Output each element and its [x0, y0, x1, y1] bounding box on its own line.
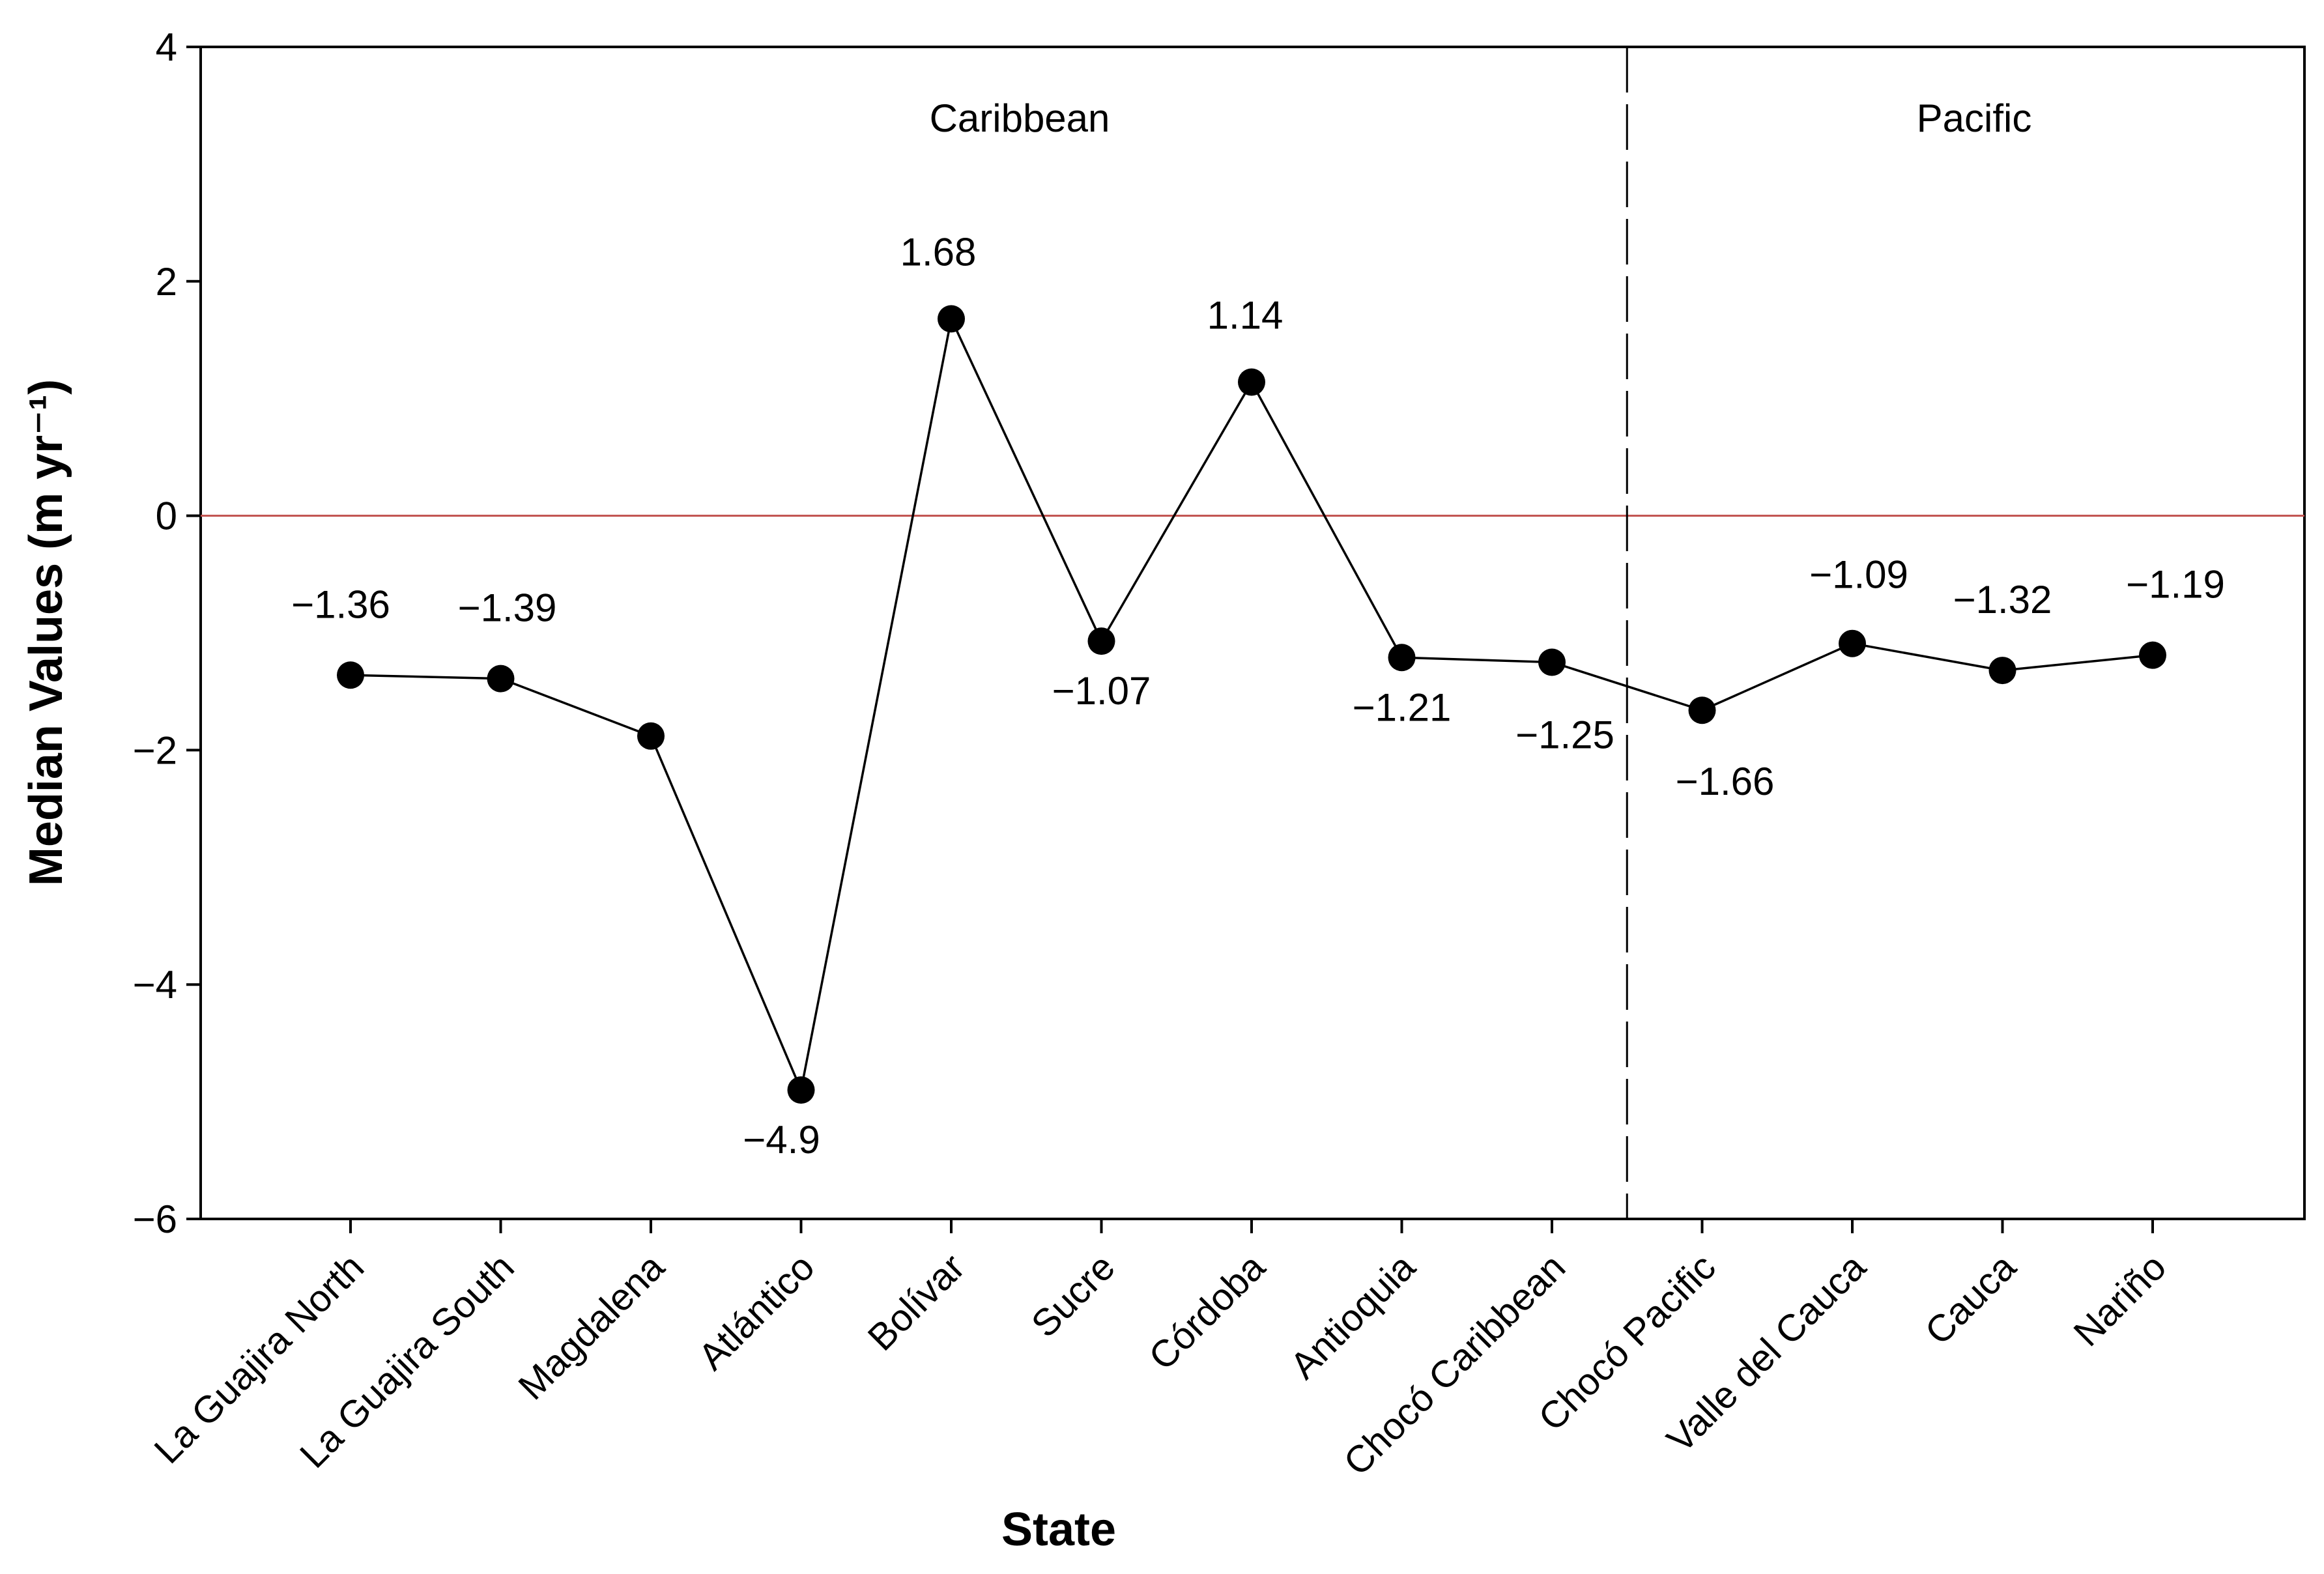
data-label: −1.09	[1809, 553, 1908, 597]
y-tick-label: 2	[156, 260, 177, 304]
data-point	[637, 722, 665, 750]
y-tick-label: −2	[133, 728, 177, 772]
data-point	[1538, 648, 1566, 676]
data-label: −1.19	[2126, 563, 2225, 607]
data-point	[1388, 644, 1416, 672]
series-line	[350, 315, 2153, 1095]
region-label-caribbean: Caribbean	[930, 96, 1110, 140]
y-axis-title: Median Values (m yr⁻¹)	[20, 379, 72, 886]
data-label: −1.07	[1052, 669, 1151, 713]
data-point	[1688, 696, 1716, 724]
x-tick-label: Magdalena	[510, 1246, 672, 1408]
y-tick-label: −4	[133, 963, 177, 1007]
x-tick-label: Cauca	[1917, 1246, 2024, 1353]
data-point	[1238, 368, 1265, 396]
data-point	[1087, 627, 1115, 655]
y-axis: −6 −4 −2 0 2 4	[133, 25, 201, 1241]
data-label: −1.32	[1953, 578, 2052, 622]
region-labels: Caribbean Pacific	[930, 96, 2032, 140]
x-tick-label: Antioquia	[1282, 1246, 1424, 1388]
data-point	[938, 305, 965, 333]
data-point	[2139, 641, 2166, 669]
data-point	[787, 1076, 815, 1104]
x-tick-label: Bolívar	[860, 1246, 973, 1359]
data-label: −4.9	[743, 1118, 820, 1162]
data-point	[1988, 657, 2016, 685]
x-tick-label: Córdoba	[1141, 1246, 1274, 1379]
x-axis-title: State	[1001, 1504, 1116, 1556]
plot-frame	[199, 46, 2306, 1220]
data-label: −1.21	[1353, 685, 1452, 729]
data-point	[487, 665, 515, 693]
data-labels: −1.36 −1.39 −4.9 1.68 −1.07 1.14 −1.21 −1.25 −1.…	[291, 230, 2225, 1162]
y-tick-label: 4	[156, 25, 177, 69]
region-label-pacific: Pacific	[1917, 96, 2032, 140]
data-label: −1.36	[291, 582, 390, 626]
data-point	[337, 661, 364, 689]
y-tick-label: −6	[133, 1197, 177, 1241]
data-label: −1.39	[458, 586, 557, 630]
data-label: 1.14	[1207, 294, 1284, 337]
x-tick-label: Atlántico	[690, 1246, 822, 1378]
y-tick-label: 0	[156, 494, 177, 538]
data-label: −1.25	[1515, 713, 1614, 756]
x-tick-label: Nariño	[2065, 1246, 2174, 1354]
x-tick-label: Sucre	[1024, 1246, 1123, 1345]
series-median-values	[337, 305, 2166, 1104]
data-point	[1839, 629, 1866, 657]
data-label: 1.68	[900, 230, 977, 274]
data-label: −1.66	[1676, 760, 1775, 803]
